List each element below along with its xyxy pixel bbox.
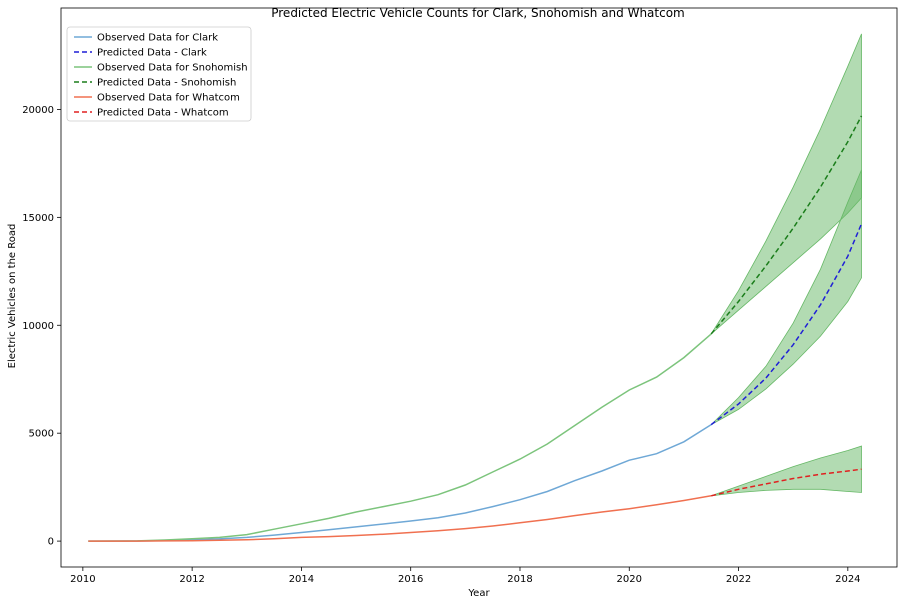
x-tick-label: 2022 [726,574,751,585]
series-line-2 [88,333,712,542]
legend-box [66,26,252,122]
x-tick-label: 2016 [398,574,423,585]
x-tick-label: 2014 [289,574,314,585]
series-line-4 [88,495,712,542]
y-tick-label: 0 [48,537,54,548]
x-axis-label: Year [467,588,490,599]
y-axis-label: Electric Vehicles on the Road [7,224,18,369]
y-axis: 0 5000 10000 15000 20000 [22,105,61,548]
legend-label: Observed Data for Clark [97,33,218,44]
chart-title: Predicted Electric Vehicle Counts for Cl… [271,6,685,20]
confidence-band-5 [711,445,862,497]
x-tick-label: 2010 [70,574,95,585]
legend-label: Observed Data for Snohomish [97,63,248,74]
y-tick-label: 5000 [29,429,54,440]
x-tick-label: 2012 [179,574,204,585]
legend-label: Predicted Data - Whatcom [97,108,229,119]
x-tick-label: 2020 [617,574,642,585]
series-lines [88,115,863,542]
legend-label: Predicted Data - Snohomish [97,78,236,89]
y-tick-label: 20000 [22,105,54,116]
x-tick-label: 2018 [507,574,532,585]
x-axis: 2010 2012 2014 2016 2018 2020 2022 2024 [70,567,861,585]
legend-label: Observed Data for Whatcom [97,93,240,104]
legend-label: Predicted Data - Clark [97,48,207,59]
plot-frame [60,7,898,568]
legend: Observed Data for Clark Predicted Data - … [66,26,252,122]
series-line-5 [711,468,862,497]
y-tick-label: 10000 [22,321,54,332]
series-line-1 [710,223,863,426]
x-tick-label: 2024 [835,574,860,585]
series-line-0 [88,423,712,542]
confidence-band-1 [710,169,862,425]
series-line-3 [710,115,863,335]
y-tick-label: 15000 [22,213,54,224]
confidence-bands [710,33,862,497]
